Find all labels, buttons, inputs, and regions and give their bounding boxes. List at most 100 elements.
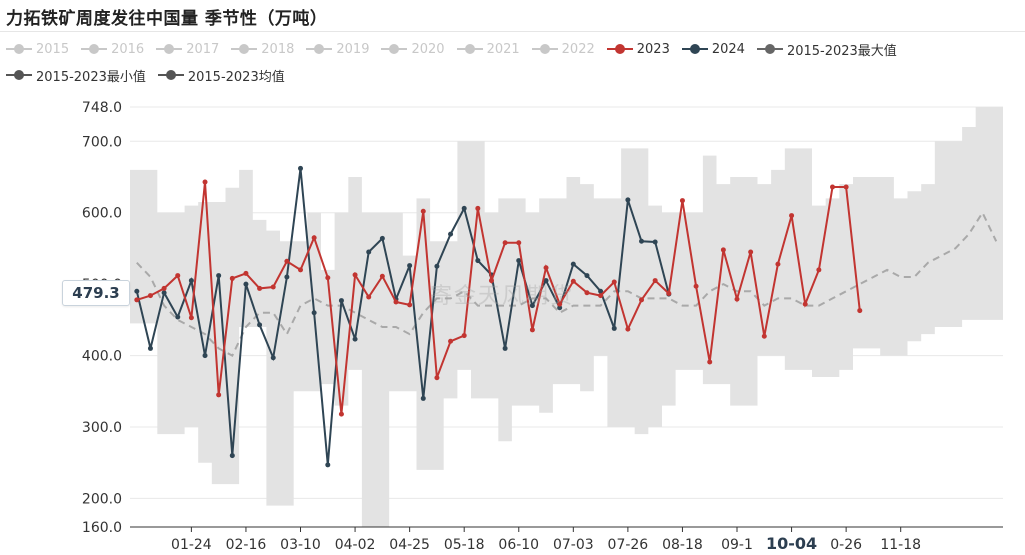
- legend-label: 2016: [111, 41, 145, 57]
- data-point-2023: [461, 333, 467, 339]
- data-point-2023: [734, 296, 740, 302]
- data-point-2024: [584, 273, 590, 279]
- data-point-2024: [147, 345, 153, 351]
- data-point-2024: [352, 336, 358, 342]
- min-max-band: [130, 107, 1003, 527]
- x-tick-label: 08-18: [662, 537, 703, 553]
- data-point-2023: [325, 275, 331, 281]
- y-tick-label: 400.0: [82, 349, 122, 365]
- y-tick-label: 200.0: [82, 491, 122, 507]
- data-point-2024: [175, 314, 181, 320]
- circle-line-icon: [306, 44, 333, 54]
- data-point-2024: [461, 205, 467, 211]
- data-point-2023: [775, 261, 781, 267]
- x-tick-label: 04-02: [335, 537, 376, 553]
- circle-line-icon: [156, 44, 183, 54]
- data-point-2023: [407, 302, 413, 308]
- x-tick-label: 09-1: [721, 537, 753, 553]
- data-point-2023: [857, 308, 863, 314]
- data-point-2024: [257, 322, 263, 328]
- data-point-2023: [789, 213, 795, 219]
- legend-label: 2017: [186, 41, 220, 57]
- data-point-2023: [366, 294, 372, 300]
- legend-item-2020[interactable]: 2020: [381, 41, 445, 57]
- legend-item-2023[interactable]: 2023: [606, 41, 670, 57]
- legend-item-2017[interactable]: 2017: [156, 42, 219, 57]
- x-tick-label: 11-18: [880, 537, 921, 553]
- legend-item-2015[interactable]: 2015: [6, 42, 69, 57]
- circle-line-icon: [81, 44, 108, 54]
- legend-label: 2023: [636, 41, 670, 57]
- data-point-2023: [202, 179, 208, 185]
- legend-label: 2020: [411, 41, 445, 57]
- average-line: [136, 210, 998, 357]
- data-point-2024: [188, 278, 194, 284]
- legend-item-2016[interactable]: 2016: [81, 42, 144, 57]
- legend-item-2024[interactable]: 2024: [681, 41, 745, 57]
- data-point-2023: [584, 290, 590, 296]
- circle-line-icon: [681, 44, 708, 54]
- legend-label: 2018: [261, 41, 295, 57]
- data-point-2023: [802, 301, 808, 307]
- data-point-2023: [761, 333, 767, 339]
- legend-label: 2024: [711, 41, 745, 57]
- x-tick-label: 02-16: [226, 537, 267, 553]
- data-point-2023: [175, 273, 181, 279]
- data-point-2023: [134, 297, 140, 303]
- data-point-2023: [748, 249, 754, 255]
- legend-item-2015-2023最小值[interactable]: 2015-2023最小值: [6, 66, 146, 85]
- x-tick-label: 07-26: [608, 537, 649, 553]
- chart-legend: 2015 2016 2017 2018 2019 2020 2021 2022 2023 2024…: [6, 36, 1021, 88]
- y-tick-label: 600.0: [82, 206, 122, 222]
- legend-item-2015-2023最大值[interactable]: 2015-2023最大值: [756, 40, 897, 59]
- data-point-2023: [475, 205, 481, 211]
- data-point-2023: [216, 392, 222, 398]
- data-point-2024: [338, 298, 344, 304]
- circle-line-icon: [456, 44, 483, 54]
- data-point-2024: [202, 353, 208, 359]
- data-point-2023: [420, 208, 426, 214]
- data-point-2024: [652, 239, 658, 245]
- data-point-2023: [598, 293, 604, 299]
- data-point-2023: [611, 279, 617, 285]
- data-point-2024: [243, 281, 249, 287]
- data-point-2023: [488, 278, 494, 284]
- legend-item-2021[interactable]: 2021: [456, 41, 520, 57]
- data-point-2024: [407, 263, 413, 269]
- legend-label: 2015-2023最小值: [36, 69, 146, 85]
- data-point-2023: [393, 299, 399, 305]
- x-tick-label: 04-25: [389, 537, 430, 553]
- data-point-2024: [434, 263, 440, 269]
- data-point-2024: [270, 355, 276, 361]
- data-point-2023: [570, 278, 576, 284]
- data-point-2023: [257, 285, 263, 291]
- data-point-2024: [325, 462, 331, 468]
- data-point-2023: [448, 338, 454, 344]
- legend-label: 2021: [486, 41, 520, 57]
- data-point-2023: [679, 198, 685, 204]
- legend-item-2019[interactable]: 2019: [306, 42, 369, 57]
- x-tick-label: 0-26: [830, 537, 862, 553]
- x-tick-label: 07-03: [553, 537, 594, 553]
- data-point-2024: [598, 288, 604, 294]
- x-tick-label: 10-04: [766, 534, 817, 553]
- data-point-2023: [720, 247, 726, 253]
- y-tick-label: 160.0: [82, 520, 122, 536]
- data-point-2023: [693, 283, 699, 289]
- data-point-2023: [379, 273, 385, 279]
- data-point-2023: [843, 184, 849, 190]
- legend-label: 2015-2023最大值: [786, 43, 897, 59]
- x-tick-label: 06-10: [498, 537, 539, 553]
- legend-item-2018[interactable]: 2018: [231, 42, 294, 57]
- data-point-2024: [557, 305, 563, 311]
- data-point-2024: [639, 238, 645, 244]
- legend-row-2: 2015-2023最小值 2015-2023均值: [6, 62, 1021, 88]
- data-point-2024: [298, 165, 304, 171]
- data-point-2023: [707, 359, 713, 365]
- data-point-2023: [829, 184, 835, 190]
- legend-item-2015-2023均值[interactable]: 2015-2023均值: [157, 66, 285, 85]
- data-point-2024: [516, 258, 522, 264]
- y-tick-label: 300.0: [82, 420, 122, 436]
- legend-item-2022[interactable]: 2022: [531, 42, 595, 57]
- x-tick-label: 05-18: [444, 537, 485, 553]
